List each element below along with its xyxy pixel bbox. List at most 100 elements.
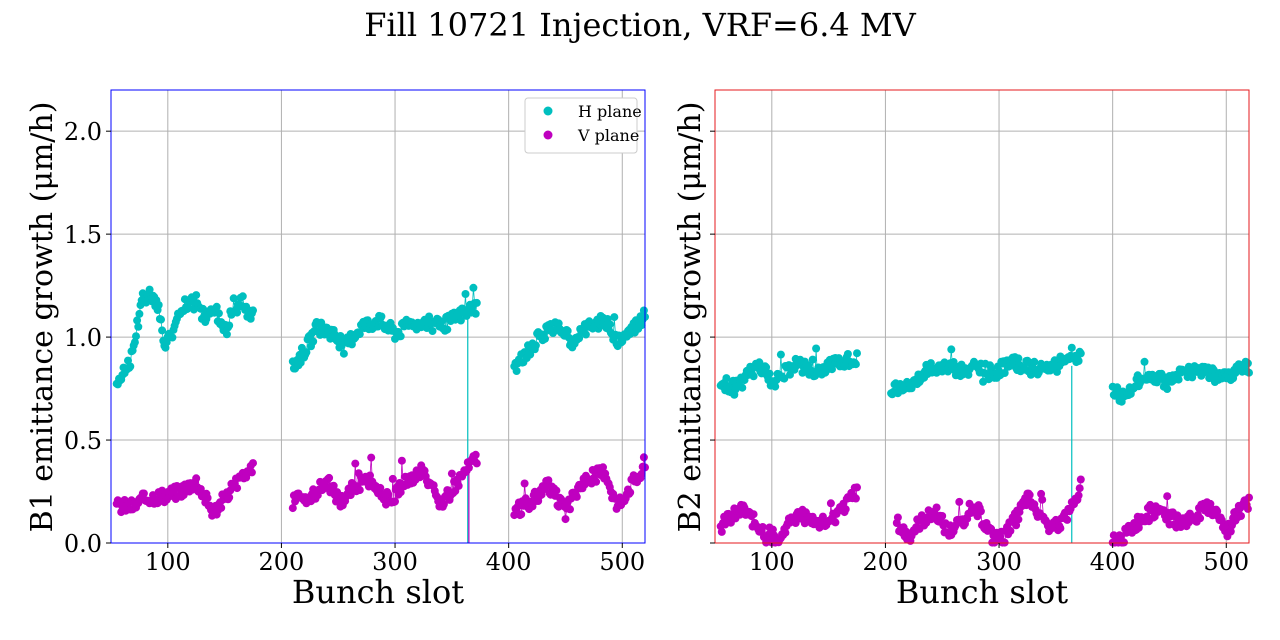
h-plane-point	[154, 301, 163, 309]
h-plane-point	[456, 316, 465, 325]
h-plane-point	[776, 350, 785, 359]
v-plane-point	[355, 486, 364, 495]
x-tick-label: 400	[486, 548, 532, 576]
h-plane-point	[1014, 354, 1023, 363]
v-plane-point	[217, 503, 226, 512]
v-plane-point	[179, 491, 188, 500]
v-plane-point	[932, 503, 941, 512]
h-plane-point	[1174, 375, 1183, 384]
v-plane-point	[637, 469, 646, 478]
h-plane-point	[1074, 357, 1083, 365]
h-plane-point	[222, 330, 231, 339]
x-tick-label: 500	[1203, 548, 1249, 576]
h-plane-point	[512, 367, 521, 375]
h-plane-point	[134, 322, 143, 331]
h-plane-point	[396, 332, 405, 341]
v-plane-point	[510, 511, 519, 520]
h-plane-point	[428, 327, 437, 335]
v-plane-point	[1063, 515, 1072, 524]
v-plane-point	[1025, 490, 1034, 499]
h-plane-point	[1113, 383, 1122, 392]
h-plane-point	[581, 330, 590, 339]
v-plane-point	[1056, 524, 1065, 533]
v-plane-point	[225, 493, 234, 502]
v-plane-point	[1196, 514, 1205, 523]
v-plane-point	[367, 453, 376, 462]
v-plane-point	[192, 474, 201, 483]
h-plane-point	[192, 291, 201, 300]
h-plane-point	[853, 349, 861, 358]
v-plane-point	[1014, 515, 1023, 524]
v-plane-point	[247, 468, 256, 477]
b1-plot-frame	[110, 89, 646, 544]
b1-y-axis-label: B1 emittance growth (μm/h)	[25, 102, 60, 533]
h-plane-point	[302, 348, 311, 357]
v-plane-point	[976, 507, 985, 516]
v-plane-point	[384, 490, 393, 499]
v-plane-point	[1075, 484, 1084, 493]
h-plane-point	[130, 338, 139, 347]
h-plane-point	[214, 309, 223, 318]
v-plane-point	[893, 513, 902, 522]
h-plane-point	[212, 302, 221, 311]
h-plane-point	[309, 337, 318, 346]
v-plane-point	[749, 510, 758, 519]
v-plane-point	[853, 483, 861, 492]
v-plane-point	[1074, 491, 1083, 500]
h-plane-point	[610, 313, 619, 322]
x-tick-label: 200	[259, 548, 305, 576]
h-plane-point	[471, 309, 480, 318]
y-tick-label: 2.0	[64, 118, 102, 146]
v-plane-point	[791, 519, 800, 527]
x-tick-label: 400	[1090, 548, 1136, 576]
h-plane-point	[377, 312, 386, 321]
x-tick-label: 300	[372, 548, 418, 576]
b2-plot-frame	[714, 89, 1250, 544]
h-plane-point	[639, 306, 648, 315]
v-plane-point	[517, 510, 526, 519]
v-plane-point	[233, 484, 242, 493]
v-plane-point	[288, 504, 297, 513]
v-plane-point	[561, 515, 570, 524]
legend-h-marker	[543, 106, 553, 116]
h-plane-point	[780, 374, 789, 383]
h-plane-point	[126, 362, 135, 371]
v-plane-point	[566, 505, 574, 514]
v-plane-point	[1006, 526, 1015, 535]
x-tick-label: 500	[599, 548, 645, 576]
x-tick-label: 200	[863, 548, 909, 576]
b2-gridlines	[715, 90, 1249, 544]
h-plane-point	[812, 344, 821, 353]
v-plane-point	[955, 497, 964, 506]
h-plane-point	[563, 327, 572, 335]
h-plane-point	[355, 330, 364, 339]
h-plane-point	[425, 312, 434, 321]
h-plane-point	[541, 334, 549, 343]
x-tick-label: 100	[145, 548, 191, 576]
v-plane-point	[1226, 527, 1235, 536]
h-plane-point	[749, 372, 758, 381]
h-plane-point	[1163, 385, 1172, 393]
h-plane-point	[575, 334, 584, 343]
h-plane-point	[158, 326, 167, 335]
h-plane-point	[1030, 357, 1039, 366]
h-plane-point	[771, 382, 780, 391]
y-tick-label: 1.5	[64, 221, 102, 249]
h-plane-point	[1188, 373, 1197, 382]
h-plane-point	[225, 321, 234, 330]
h-plane-point	[1000, 369, 1009, 377]
chart-b1: 100 200 300 400 500 0.0 0.5 1.0 1.5 2.0 Bunch slo…	[25, 89, 649, 611]
v-plane-point	[439, 500, 448, 509]
v-plane-point	[1163, 492, 1172, 501]
h-plane-point	[1067, 343, 1076, 352]
v-plane-point	[599, 463, 607, 472]
h-plane-point	[229, 294, 238, 303]
b2-data-points	[716, 343, 1253, 547]
v-plane-point	[472, 459, 481, 468]
h-plane-point	[443, 325, 452, 334]
b2-x-axis-label: Bunch slot	[896, 573, 1068, 611]
b1-legend: H plane V plane	[524, 97, 642, 154]
y-tick-label: 0.5	[64, 427, 102, 455]
h-plane-point	[133, 316, 142, 325]
h-plane-point	[765, 369, 774, 378]
